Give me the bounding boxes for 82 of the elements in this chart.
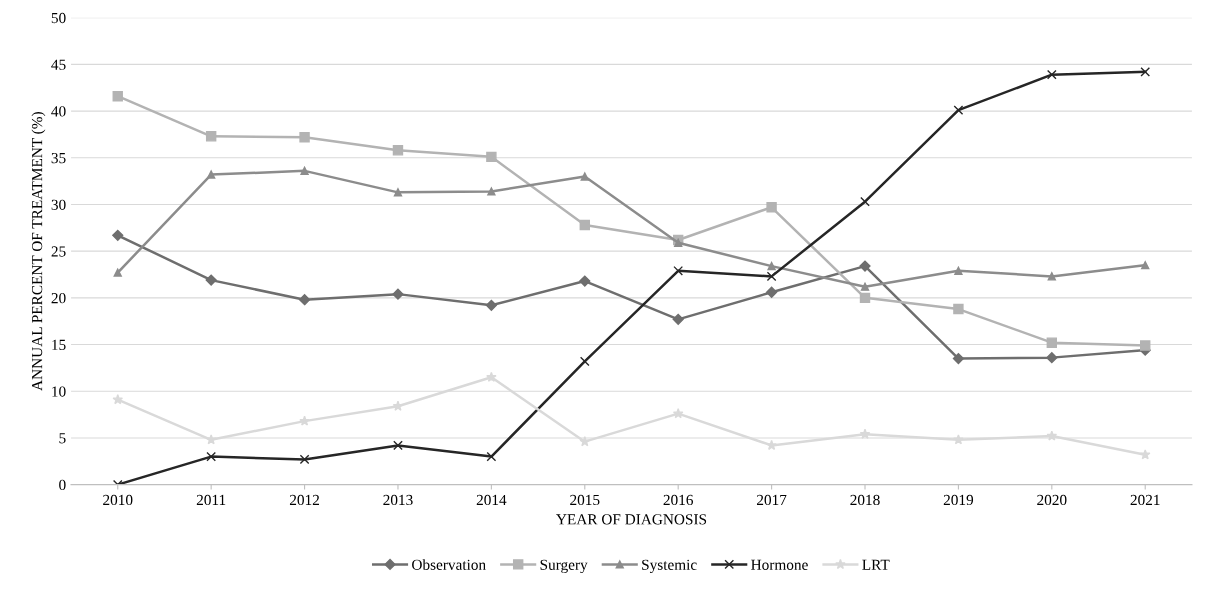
point [1046, 69, 1057, 80]
point [206, 170, 216, 179]
point [298, 294, 311, 306]
point [767, 261, 776, 271]
point [672, 313, 684, 325]
point [953, 434, 964, 445]
point [954, 266, 963, 275]
point [486, 451, 497, 462]
x-tick-label: 2021 [1130, 494, 1160, 506]
point [299, 454, 310, 465]
point [1046, 352, 1058, 364]
point [299, 132, 310, 143]
point [859, 428, 871, 439]
point [674, 238, 683, 247]
x-tick-label: 2012 [289, 494, 319, 506]
point [579, 219, 590, 231]
x-tick-label: 2013 [383, 494, 413, 506]
y-tick-label: 0 [59, 479, 66, 491]
legend-label: Systemic [642, 559, 697, 574]
point [1140, 67, 1151, 77]
y-tick-label: 45 [51, 59, 66, 70]
point [206, 451, 217, 462]
point [953, 303, 964, 315]
point [299, 415, 310, 426]
point [205, 131, 217, 142]
legend-label: LRT [862, 559, 890, 570]
point [300, 166, 309, 176]
point [485, 299, 497, 311]
point [486, 371, 497, 382]
x-tick-label: 2011 [196, 494, 226, 506]
y-tick-label: 15 [52, 339, 66, 350]
point [952, 352, 965, 365]
point [392, 145, 404, 156]
point [1046, 337, 1058, 348]
y-tick-label: 30 [51, 199, 66, 210]
x-tick-label: 2020 [1037, 494, 1067, 506]
point [112, 90, 123, 102]
point [765, 286, 778, 298]
point [672, 408, 684, 419]
point [859, 292, 871, 304]
x-axis-title: YEAR OF DIAGNOSIS [556, 514, 707, 525]
x-tick-label: 2017 [756, 494, 787, 506]
point [673, 265, 684, 276]
point [953, 105, 964, 116]
point [860, 282, 870, 291]
point [859, 260, 871, 272]
point [112, 229, 124, 241]
point [393, 440, 403, 451]
point [487, 187, 496, 196]
point [860, 196, 870, 207]
point [766, 271, 777, 282]
x-tick-label: 2018 [850, 494, 880, 506]
x-tick-label: 2015 [570, 494, 600, 506]
legend-label: Observation [412, 559, 486, 570]
x-tick-label: 2016 [663, 494, 694, 506]
point [392, 288, 404, 300]
point [112, 394, 124, 405]
x-tick-label: 2019 [943, 494, 974, 506]
point [1140, 340, 1151, 351]
y-tick-label: 20 [51, 293, 66, 304]
x-tick-label: 2010 [103, 494, 133, 506]
point [580, 172, 589, 181]
point [393, 188, 403, 197]
y-tick-label: 10 [52, 386, 66, 397]
y-tick-label: 25 [51, 246, 66, 257]
y-tick-label: 40 [51, 106, 66, 117]
point [113, 268, 122, 277]
point [1141, 261, 1150, 270]
point [579, 275, 591, 287]
point [579, 356, 590, 367]
point [205, 274, 217, 286]
y-tick-label: 50 [51, 12, 66, 24]
x-tick-label: 2014 [476, 494, 507, 506]
point [1047, 272, 1056, 281]
y-axis-title: ANNUAL PERCENT OF TREATMENT (%) [31, 112, 46, 391]
legend-label: Surgery [540, 559, 588, 574]
point [766, 202, 777, 213]
y-tick-label: 35 [51, 152, 66, 164]
legend-label: Hormone [751, 559, 808, 570]
y-tick-label: 5 [59, 433, 66, 444]
point [486, 151, 497, 163]
point [1046, 430, 1058, 441]
